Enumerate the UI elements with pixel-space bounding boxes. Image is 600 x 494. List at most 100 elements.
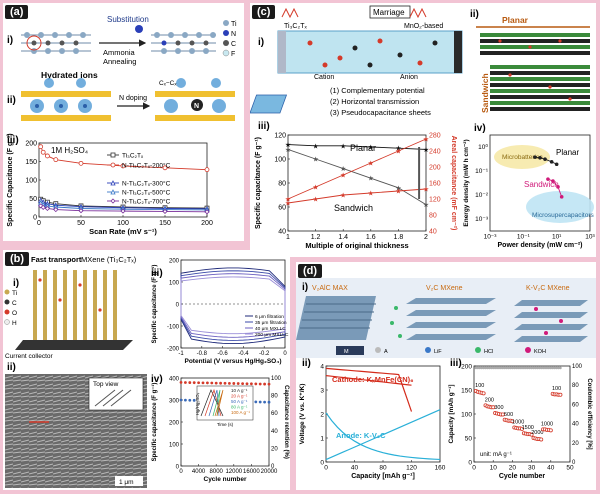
- efficiency-point: [511, 366, 514, 370]
- cathode-curve: [325, 367, 413, 412]
- lattice-right: [151, 32, 216, 54]
- efficiency-point: [551, 366, 555, 370]
- y2-tick-label: 280: [429, 133, 441, 140]
- y2-tick-label: 160: [429, 181, 441, 188]
- capacity-point: [500, 412, 505, 417]
- legend-marker: [110, 189, 116, 195]
- y2-tick-label: 80: [572, 383, 579, 389]
- efficiency-point: [549, 366, 553, 370]
- y-tick-label: 3: [320, 388, 324, 395]
- y-tick-label: 4: [320, 364, 324, 371]
- y-tick-label: 0: [320, 460, 324, 467]
- x-tick-label: 10¹: [552, 234, 562, 241]
- chart-note: 1M H₂SO₄: [51, 146, 88, 155]
- mno2-label: MnO₂-based: [404, 23, 443, 30]
- x-tick-label: -0.4: [238, 351, 249, 357]
- x-tick-label: 0: [324, 465, 328, 472]
- inset-curve: [214, 389, 224, 417]
- data-point: [559, 195, 564, 199]
- x-tick-label: 40: [351, 465, 359, 472]
- lattice-illustration: Substitution Ammonia Annealing Ti N C F: [21, 15, 237, 66]
- mxene-vertical-illustration: Fast transport MXene (Ti₃C₂Tₓ) Current c…: [4, 255, 137, 360]
- inset-x-label: Time (s): [217, 422, 234, 427]
- cc-label-right: Cₓ−Cₓ: [159, 80, 177, 87]
- d-species-legend: M A LiF HCl KOH: [336, 346, 546, 355]
- data-point: ★: [423, 186, 429, 194]
- capacity-point: [510, 419, 515, 424]
- y2-axis-label: Coulombic efficiency [%]: [586, 378, 592, 449]
- y-tick-label: 400: [169, 377, 180, 383]
- retention-point: [267, 382, 271, 386]
- v2c-label: V₂C MXene: [426, 285, 463, 292]
- data-point: [543, 157, 547, 161]
- x-tick-label: 50: [77, 220, 85, 227]
- svg-text:(3) Pseudocapacitance sheets: (3) Pseudocapacitance sheets: [330, 108, 431, 117]
- fast-transport-label: Fast transport: [31, 255, 82, 264]
- retention-point: [197, 381, 200, 385]
- inset-legend-label: 80 A g⁻¹: [231, 405, 248, 410]
- x-tick-label: -0.2: [259, 351, 270, 357]
- panel-d-sub-ii: ii): [302, 358, 311, 369]
- legend-label: N-Ti₃C₂Tₓ-200°C: [122, 162, 171, 170]
- x-tick-label: 30: [528, 465, 536, 472]
- panel-c-label: (c): [252, 5, 276, 19]
- x-tick-label: 120: [406, 465, 417, 472]
- x-tick-label: 1.2: [311, 234, 321, 241]
- data-point: ★: [368, 160, 374, 168]
- data-point: ★: [285, 196, 291, 204]
- rate-label: 200: [485, 397, 494, 403]
- cv-loop: [180, 270, 286, 341]
- x-axis-label: Capacity [mAh g⁻¹]: [351, 473, 415, 480]
- panel-c: (c) i) ii) iii) iv) Marriage Ti₃C₂Tₓ MnO…: [250, 3, 596, 257]
- svg-text:KOH: KOH: [534, 349, 546, 355]
- legend-label: N-Ti₃C₂Tₓ-700°C: [122, 198, 171, 206]
- efficiency-point: [513, 366, 516, 370]
- series-line: [287, 188, 427, 204]
- svg-text:LiF: LiF: [434, 349, 442, 355]
- x-tick-label: 1.4: [338, 234, 348, 241]
- x-tick-label: 1.8: [394, 234, 404, 241]
- capacity-point: [558, 392, 563, 397]
- kv2c-layers: [514, 300, 588, 342]
- sandwich-stack: [490, 65, 590, 111]
- rate-label: 1500: [522, 425, 534, 431]
- x-tick-label: 20: [509, 465, 517, 472]
- efficiency-point: [495, 366, 499, 370]
- efficiency-point: [474, 366, 478, 370]
- x-tick-label: 20000: [261, 469, 278, 475]
- marriage-label: Marriage: [373, 8, 405, 17]
- legend-marker: [110, 162, 116, 168]
- data-point: ★: [285, 146, 291, 154]
- retention-point: [263, 382, 266, 386]
- panel-d-sub-iii: iii): [450, 358, 462, 369]
- data-point: ★: [285, 200, 291, 208]
- planar-label: Planar: [502, 15, 529, 25]
- inset-legend-label: 100 A g⁻¹: [231, 410, 250, 415]
- y-tick-label: 200: [25, 141, 37, 148]
- capacitance-point: [267, 400, 271, 404]
- cv-loop: [180, 276, 286, 335]
- capacitance-point: [254, 400, 258, 404]
- efficiency-point: [530, 366, 533, 370]
- y-tick-label: 0: [176, 465, 180, 471]
- y-tick-label: 100: [169, 281, 180, 287]
- x-tick-label: 16000: [243, 469, 260, 475]
- y2-tick-label: 60: [271, 411, 278, 417]
- y2-axis-label: Capacitance retention (%): [283, 385, 289, 459]
- panel-c-sub-i: i): [258, 37, 265, 48]
- retention-point: [250, 382, 253, 386]
- legend-label: Ti₃C₂Tₓ: [122, 153, 144, 160]
- data-point: ★: [285, 141, 291, 149]
- current-collector-plate: [15, 340, 133, 350]
- svg-text:M: M: [344, 349, 349, 355]
- x-tick-label: 80: [379, 465, 387, 472]
- retention-point: [192, 381, 196, 385]
- n-dopant-icon: [191, 99, 203, 111]
- panel-b-sub-ii: ii): [7, 362, 16, 373]
- capacitance-point: [192, 398, 196, 402]
- y-tick-label: 40: [278, 229, 286, 236]
- cation-label: Cation: [314, 74, 334, 81]
- efficiency-point: [537, 366, 541, 370]
- chart-c-iv: 10⁻³ 10⁻¹ 10¹ 10³ 10⁻³ 10⁻² 10⁻¹ 10⁰ Power densi…: [463, 134, 596, 249]
